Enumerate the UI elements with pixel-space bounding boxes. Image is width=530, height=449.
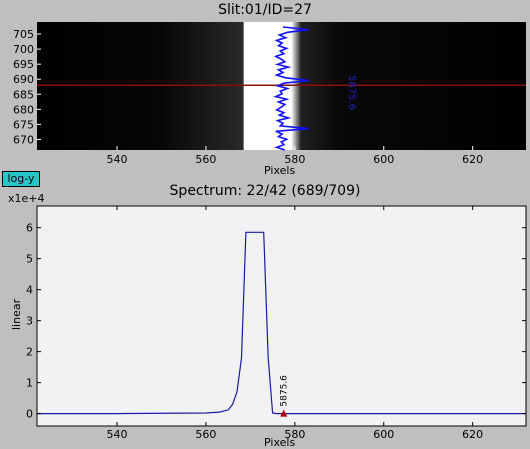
slit-y-tick-680: 680	[13, 103, 34, 116]
spectrum-title: Spectrum: 22/42 (689/709)	[169, 183, 361, 199]
spectrum-x-axis-label: Pixels	[264, 436, 296, 449]
slit-y-ticks: 705 700 695 690 685 680 675 670	[13, 28, 41, 146]
slit-x-tick-580: 580	[284, 153, 305, 166]
slit-y-tick-695: 695	[13, 58, 34, 71]
slit-image-panel[interactable]: 705 700 695 690 685 680 675 670 540 560 580 600 620	[0, 0, 530, 180]
spectrum-y-tick-2: 2	[26, 346, 33, 359]
slit-x-ticks: 540 560 580 600 620	[107, 146, 483, 166]
spectrum-x-tick-580: 580	[284, 428, 305, 441]
spectrum-x-tick-540: 540	[107, 428, 128, 441]
marker-label: 5875.6	[280, 375, 290, 407]
slit-x-tick-620: 620	[462, 153, 483, 166]
slit-y-tick-690: 690	[13, 73, 34, 86]
slit-title: Slit:01/ID=27	[218, 2, 312, 18]
spectrum-y-tick-4: 4	[26, 284, 33, 297]
spectrum-plot-area	[36, 205, 527, 427]
spectrum-line	[37, 231, 526, 415]
spectrum-y-tick-0: 0	[26, 408, 33, 421]
spectrum-x-tick-600: 600	[373, 428, 394, 441]
slit-x-tick-540: 540	[107, 153, 128, 166]
spectrum-y-tick-6: 6	[26, 222, 33, 235]
slit-y-tick-700: 700	[13, 43, 34, 56]
scale-label: x1e+4	[8, 192, 45, 205]
spectrum-x-ticks: 540 560 580 600 620	[107, 206, 483, 441]
slit-y-tick-670: 670	[13, 133, 34, 146]
line-marker	[280, 409, 288, 417]
slit-y-tick-685: 685	[13, 88, 34, 101]
slit-x-tick-600: 600	[373, 153, 394, 166]
slit-y-tick-675: 675	[13, 118, 34, 131]
spectrum-x-tick-620: 620	[462, 428, 483, 441]
slit-x-tick-560: 560	[195, 153, 216, 166]
spectrum-x-tick-560: 560	[195, 428, 216, 441]
slit-bright-band	[243, 22, 275, 150]
spectrum-y-ticks: 6 5 4 3 2 1 0	[26, 222, 526, 421]
spectrum-y-tick-3: 3	[26, 315, 33, 328]
slit-profile-line	[273, 26, 309, 151]
spectrum-y-tick-1: 1	[26, 377, 33, 390]
log-y-toggle-button[interactable]: log-y	[2, 171, 40, 187]
slit-x-axis-label: Pixels	[264, 164, 296, 177]
slit-y-tick-705: 705	[13, 28, 34, 41]
spectrum-y-tick-5: 5	[26, 253, 33, 266]
